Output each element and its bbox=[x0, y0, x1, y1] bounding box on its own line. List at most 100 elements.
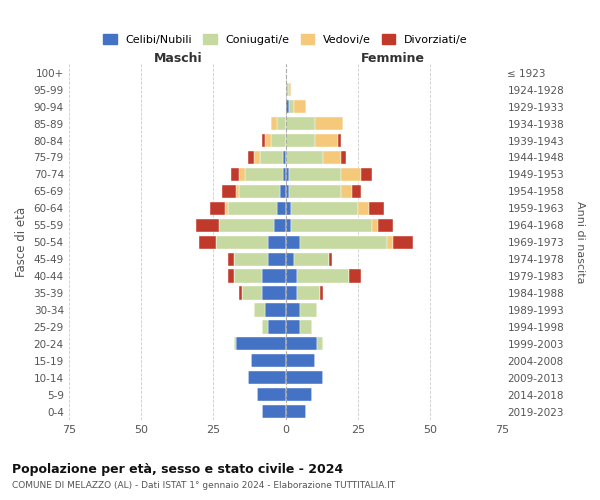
Bar bbox=[320, 286, 323, 300]
Bar bbox=[341, 151, 346, 164]
Bar bbox=[286, 405, 306, 418]
Bar bbox=[283, 151, 286, 164]
Bar bbox=[233, 338, 236, 350]
Bar bbox=[236, 338, 286, 350]
Bar bbox=[286, 338, 317, 350]
Bar bbox=[341, 185, 352, 198]
Bar bbox=[294, 252, 329, 266]
Bar bbox=[352, 185, 361, 198]
Bar bbox=[286, 320, 300, 334]
Y-axis label: Anni di nascita: Anni di nascita bbox=[575, 201, 585, 283]
Legend: Celibi/Nubili, Coniugati/e, Vedovi/e, Divorziati/e: Celibi/Nubili, Coniugati/e, Vedovi/e, Di… bbox=[100, 30, 471, 48]
Bar bbox=[349, 270, 361, 282]
Bar bbox=[286, 218, 292, 232]
Text: Maschi: Maschi bbox=[154, 52, 203, 65]
Bar bbox=[300, 304, 317, 316]
Bar bbox=[297, 286, 320, 300]
Bar bbox=[262, 270, 286, 282]
Bar bbox=[257, 388, 286, 402]
Bar bbox=[225, 202, 228, 215]
Bar bbox=[314, 134, 338, 147]
Bar bbox=[387, 236, 392, 249]
Bar bbox=[373, 218, 378, 232]
Bar bbox=[236, 185, 239, 198]
Bar bbox=[219, 218, 274, 232]
Bar bbox=[254, 304, 265, 316]
Bar bbox=[286, 117, 314, 130]
Bar bbox=[286, 388, 311, 402]
Bar bbox=[274, 218, 286, 232]
Bar bbox=[300, 320, 311, 334]
Bar bbox=[358, 202, 370, 215]
Bar bbox=[211, 202, 225, 215]
Bar bbox=[242, 286, 262, 300]
Text: Femmine: Femmine bbox=[361, 52, 425, 65]
Bar bbox=[392, 236, 413, 249]
Bar bbox=[277, 202, 286, 215]
Y-axis label: Fasce di età: Fasce di età bbox=[15, 207, 28, 278]
Bar bbox=[286, 168, 289, 181]
Bar bbox=[239, 168, 245, 181]
Bar bbox=[271, 117, 277, 130]
Bar bbox=[251, 354, 286, 368]
Bar bbox=[286, 185, 289, 198]
Bar bbox=[271, 134, 286, 147]
Bar bbox=[277, 117, 286, 130]
Bar bbox=[196, 218, 219, 232]
Bar bbox=[297, 270, 349, 282]
Bar bbox=[239, 185, 280, 198]
Bar bbox=[268, 236, 286, 249]
Bar bbox=[329, 252, 332, 266]
Bar bbox=[268, 320, 286, 334]
Bar bbox=[280, 185, 286, 198]
Bar bbox=[239, 286, 242, 300]
Bar bbox=[338, 134, 341, 147]
Bar bbox=[262, 134, 265, 147]
Bar bbox=[314, 117, 343, 130]
Bar bbox=[262, 286, 286, 300]
Bar bbox=[233, 270, 262, 282]
Bar bbox=[300, 236, 387, 249]
Bar bbox=[245, 168, 283, 181]
Bar bbox=[199, 236, 216, 249]
Bar bbox=[323, 151, 341, 164]
Bar bbox=[370, 202, 384, 215]
Bar bbox=[292, 202, 358, 215]
Bar bbox=[286, 100, 289, 114]
Bar bbox=[286, 354, 314, 368]
Bar bbox=[341, 168, 361, 181]
Bar bbox=[268, 252, 286, 266]
Text: COMUNE DI MELAZZO (AL) - Dati ISTAT 1° gennaio 2024 - Elaborazione TUTTITALIA.IT: COMUNE DI MELAZZO (AL) - Dati ISTAT 1° g… bbox=[12, 481, 395, 490]
Bar bbox=[378, 218, 392, 232]
Bar bbox=[265, 134, 271, 147]
Bar bbox=[233, 252, 268, 266]
Bar bbox=[254, 151, 260, 164]
Text: Popolazione per età, sesso e stato civile - 2024: Popolazione per età, sesso e stato civil… bbox=[12, 462, 343, 475]
Bar bbox=[292, 218, 373, 232]
Bar bbox=[286, 236, 300, 249]
Bar bbox=[289, 100, 294, 114]
Bar bbox=[230, 168, 239, 181]
Bar bbox=[289, 83, 292, 96]
Bar bbox=[216, 236, 268, 249]
Bar bbox=[286, 83, 289, 96]
Bar bbox=[228, 202, 277, 215]
Bar bbox=[286, 371, 323, 384]
Bar bbox=[262, 320, 268, 334]
Bar bbox=[283, 168, 286, 181]
Bar bbox=[286, 270, 297, 282]
Bar bbox=[286, 134, 314, 147]
Bar bbox=[260, 151, 283, 164]
Bar bbox=[286, 286, 297, 300]
Bar bbox=[262, 405, 286, 418]
Bar bbox=[265, 304, 286, 316]
Bar bbox=[228, 270, 233, 282]
Bar bbox=[286, 151, 323, 164]
Bar bbox=[286, 252, 294, 266]
Bar bbox=[361, 168, 373, 181]
Bar bbox=[294, 100, 306, 114]
Bar bbox=[286, 202, 292, 215]
Bar bbox=[228, 252, 233, 266]
Bar bbox=[317, 338, 323, 350]
Bar bbox=[248, 151, 254, 164]
